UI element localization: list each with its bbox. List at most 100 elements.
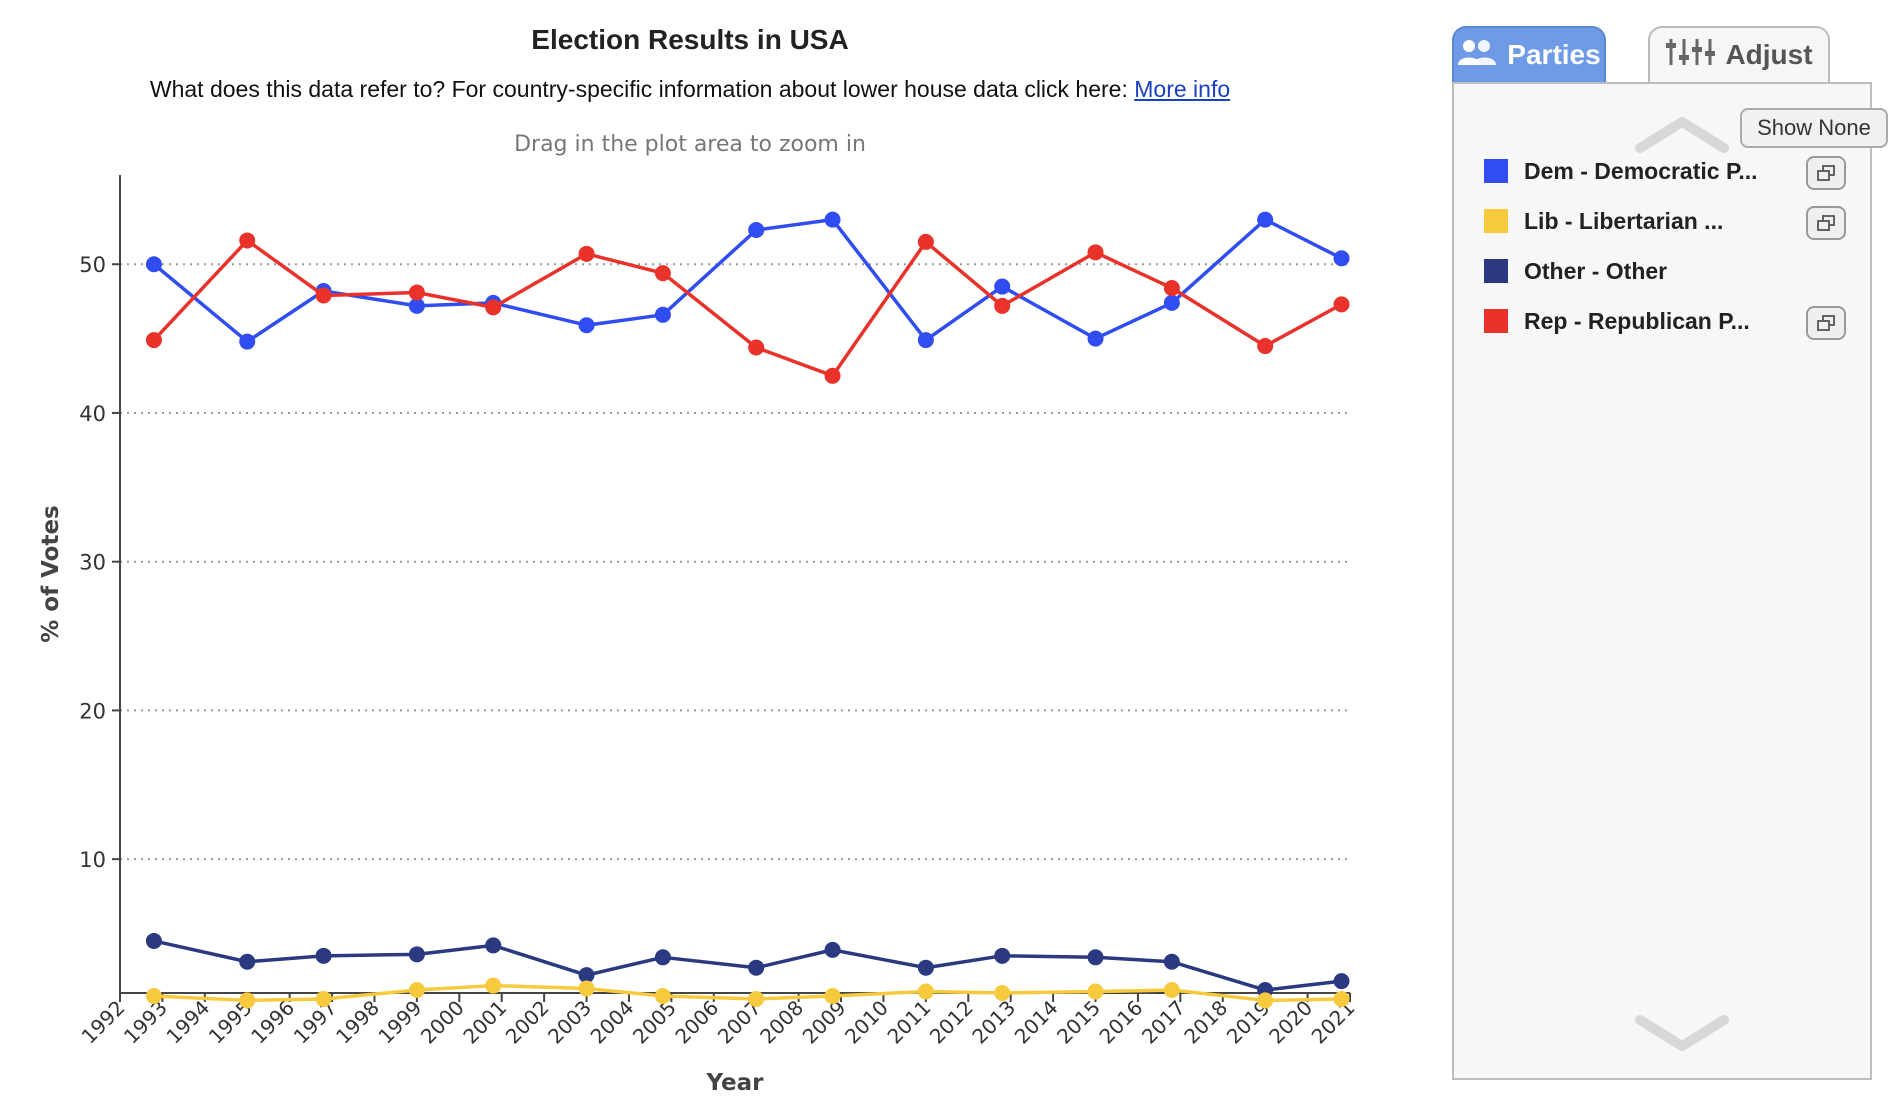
data-point[interactable] — [1087, 330, 1104, 347]
popout-button[interactable] — [1806, 306, 1846, 340]
legend-swatch — [1484, 209, 1508, 233]
data-point[interactable] — [824, 211, 841, 228]
data-point[interactable] — [994, 985, 1011, 1001]
data-point[interactable] — [994, 297, 1011, 314]
data-point[interactable] — [654, 265, 671, 282]
tab-adjust[interactable]: Adjust — [1648, 26, 1830, 82]
x-tick-label: 2010 — [840, 996, 893, 1049]
data-point[interactable] — [578, 245, 595, 262]
data-point[interactable] — [315, 990, 332, 1007]
legend-label: Other - Other — [1524, 257, 1668, 284]
tab-parties[interactable]: Parties — [1452, 26, 1606, 82]
data-point[interactable] — [748, 339, 765, 356]
data-point[interactable] — [408, 297, 425, 314]
data-point[interactable] — [145, 932, 162, 949]
y-tick-label: 20 — [79, 699, 106, 723]
data-point[interactable] — [1333, 250, 1350, 267]
parties-panel: Show None Dem - Democratic P... Lib - Lib… — [1452, 82, 1888, 1080]
more-info-link[interactable]: More info — [1134, 76, 1231, 102]
subtitle-text: What does this data refer to? For countr… — [149, 76, 1128, 102]
data-point[interactable] — [1163, 953, 1180, 970]
series-layer — [145, 211, 1350, 1009]
x-tick-label: 2016 — [1094, 996, 1147, 1049]
data-point[interactable] — [315, 287, 332, 304]
x-tick-label: 2015 — [1052, 996, 1105, 1049]
legend-label: Rep - Republican P... — [1524, 307, 1750, 334]
popout-button[interactable] — [1806, 206, 1846, 240]
data-point[interactable] — [824, 941, 841, 958]
data-point[interactable] — [485, 299, 502, 316]
data-point[interactable] — [1257, 992, 1274, 1009]
y-tick-label: 50 — [79, 253, 106, 277]
data-point[interactable] — [239, 232, 256, 249]
data-point[interactable] — [145, 332, 162, 349]
x-tick-label: 1999 — [373, 996, 426, 1049]
series-line — [145, 232, 1350, 384]
data-point[interactable] — [1163, 982, 1180, 999]
data-point[interactable] — [239, 333, 256, 350]
data-point[interactable] — [315, 947, 332, 964]
data-point[interactable] — [239, 953, 256, 970]
data-point[interactable] — [748, 990, 765, 1007]
data-point[interactable] — [917, 332, 934, 349]
data-point[interactable] — [1087, 949, 1104, 966]
legend-swatch — [1484, 309, 1508, 333]
data-point[interactable] — [917, 983, 934, 1000]
chart-subtitle: What does this data refer to? For countr… — [0, 76, 1380, 103]
x-tick-label: 2005 — [628, 996, 681, 1049]
line-chart[interactable]: 1020304050199219931994199519961997199819… — [0, 0, 1380, 1106]
data-point[interactable] — [578, 317, 595, 334]
data-point[interactable] — [1333, 296, 1350, 313]
data-point[interactable] — [824, 367, 841, 384]
data-point[interactable] — [824, 987, 841, 1004]
legend-item[interactable]: Dem - Democratic P... — [1484, 154, 1758, 188]
data-point[interactable] — [654, 306, 671, 323]
chevron-up-icon[interactable] — [1634, 114, 1730, 159]
series-path — [152, 217, 1343, 344]
data-point[interactable] — [1257, 338, 1274, 355]
popout-button[interactable] — [1806, 156, 1846, 190]
data-point[interactable] — [1087, 983, 1104, 1000]
data-point[interactable] — [578, 980, 595, 997]
legend-item[interactable]: Other - Other — [1484, 254, 1667, 288]
show-none-button[interactable]: Show None — [1740, 108, 1888, 148]
x-tick-label: 1997 — [289, 996, 342, 1049]
y-tick-label: 10 — [79, 848, 106, 872]
data-point[interactable] — [145, 987, 162, 1004]
data-point[interactable] — [917, 959, 934, 976]
x-tick-label: 2011 — [882, 996, 935, 1049]
data-point[interactable] — [1257, 211, 1274, 228]
chevron-down-icon[interactable] — [1634, 1014, 1730, 1059]
popout-icon — [1817, 215, 1835, 231]
data-point[interactable] — [239, 992, 256, 1009]
legend-item[interactable]: Rep - Republican P... — [1484, 304, 1750, 338]
legend-item[interactable]: Lib - Libertarian ... — [1484, 204, 1723, 238]
data-point[interactable] — [1333, 973, 1350, 990]
gridlines — [120, 263, 1350, 861]
popout-icon — [1817, 315, 1835, 331]
data-point[interactable] — [1163, 294, 1180, 311]
data-point[interactable] — [485, 977, 502, 994]
zoom-hint: Drag in the plot area to zoom in — [514, 132, 866, 157]
data-point[interactable] — [654, 987, 671, 1004]
data-point[interactable] — [408, 946, 425, 963]
data-point[interactable] — [408, 284, 425, 301]
data-point[interactable] — [408, 982, 425, 999]
legend-swatch — [1484, 159, 1508, 183]
data-point[interactable] — [485, 937, 502, 954]
data-point[interactable] — [654, 949, 671, 966]
tab-adjust-label: Adjust — [1725, 39, 1813, 70]
x-axis-label: Year — [705, 1070, 764, 1096]
data-point[interactable] — [917, 233, 934, 250]
data-point[interactable] — [145, 256, 162, 273]
data-point[interactable] — [1163, 280, 1180, 297]
x-tick-label: 1994 — [161, 996, 214, 1049]
data-point[interactable] — [994, 278, 1011, 295]
data-point[interactable] — [748, 222, 765, 239]
data-point[interactable] — [1333, 990, 1350, 1007]
data-point[interactable] — [994, 947, 1011, 964]
data-point[interactable] — [578, 967, 595, 984]
data-point[interactable] — [1087, 244, 1104, 261]
data-point[interactable] — [748, 959, 765, 976]
series-line — [145, 932, 1350, 999]
